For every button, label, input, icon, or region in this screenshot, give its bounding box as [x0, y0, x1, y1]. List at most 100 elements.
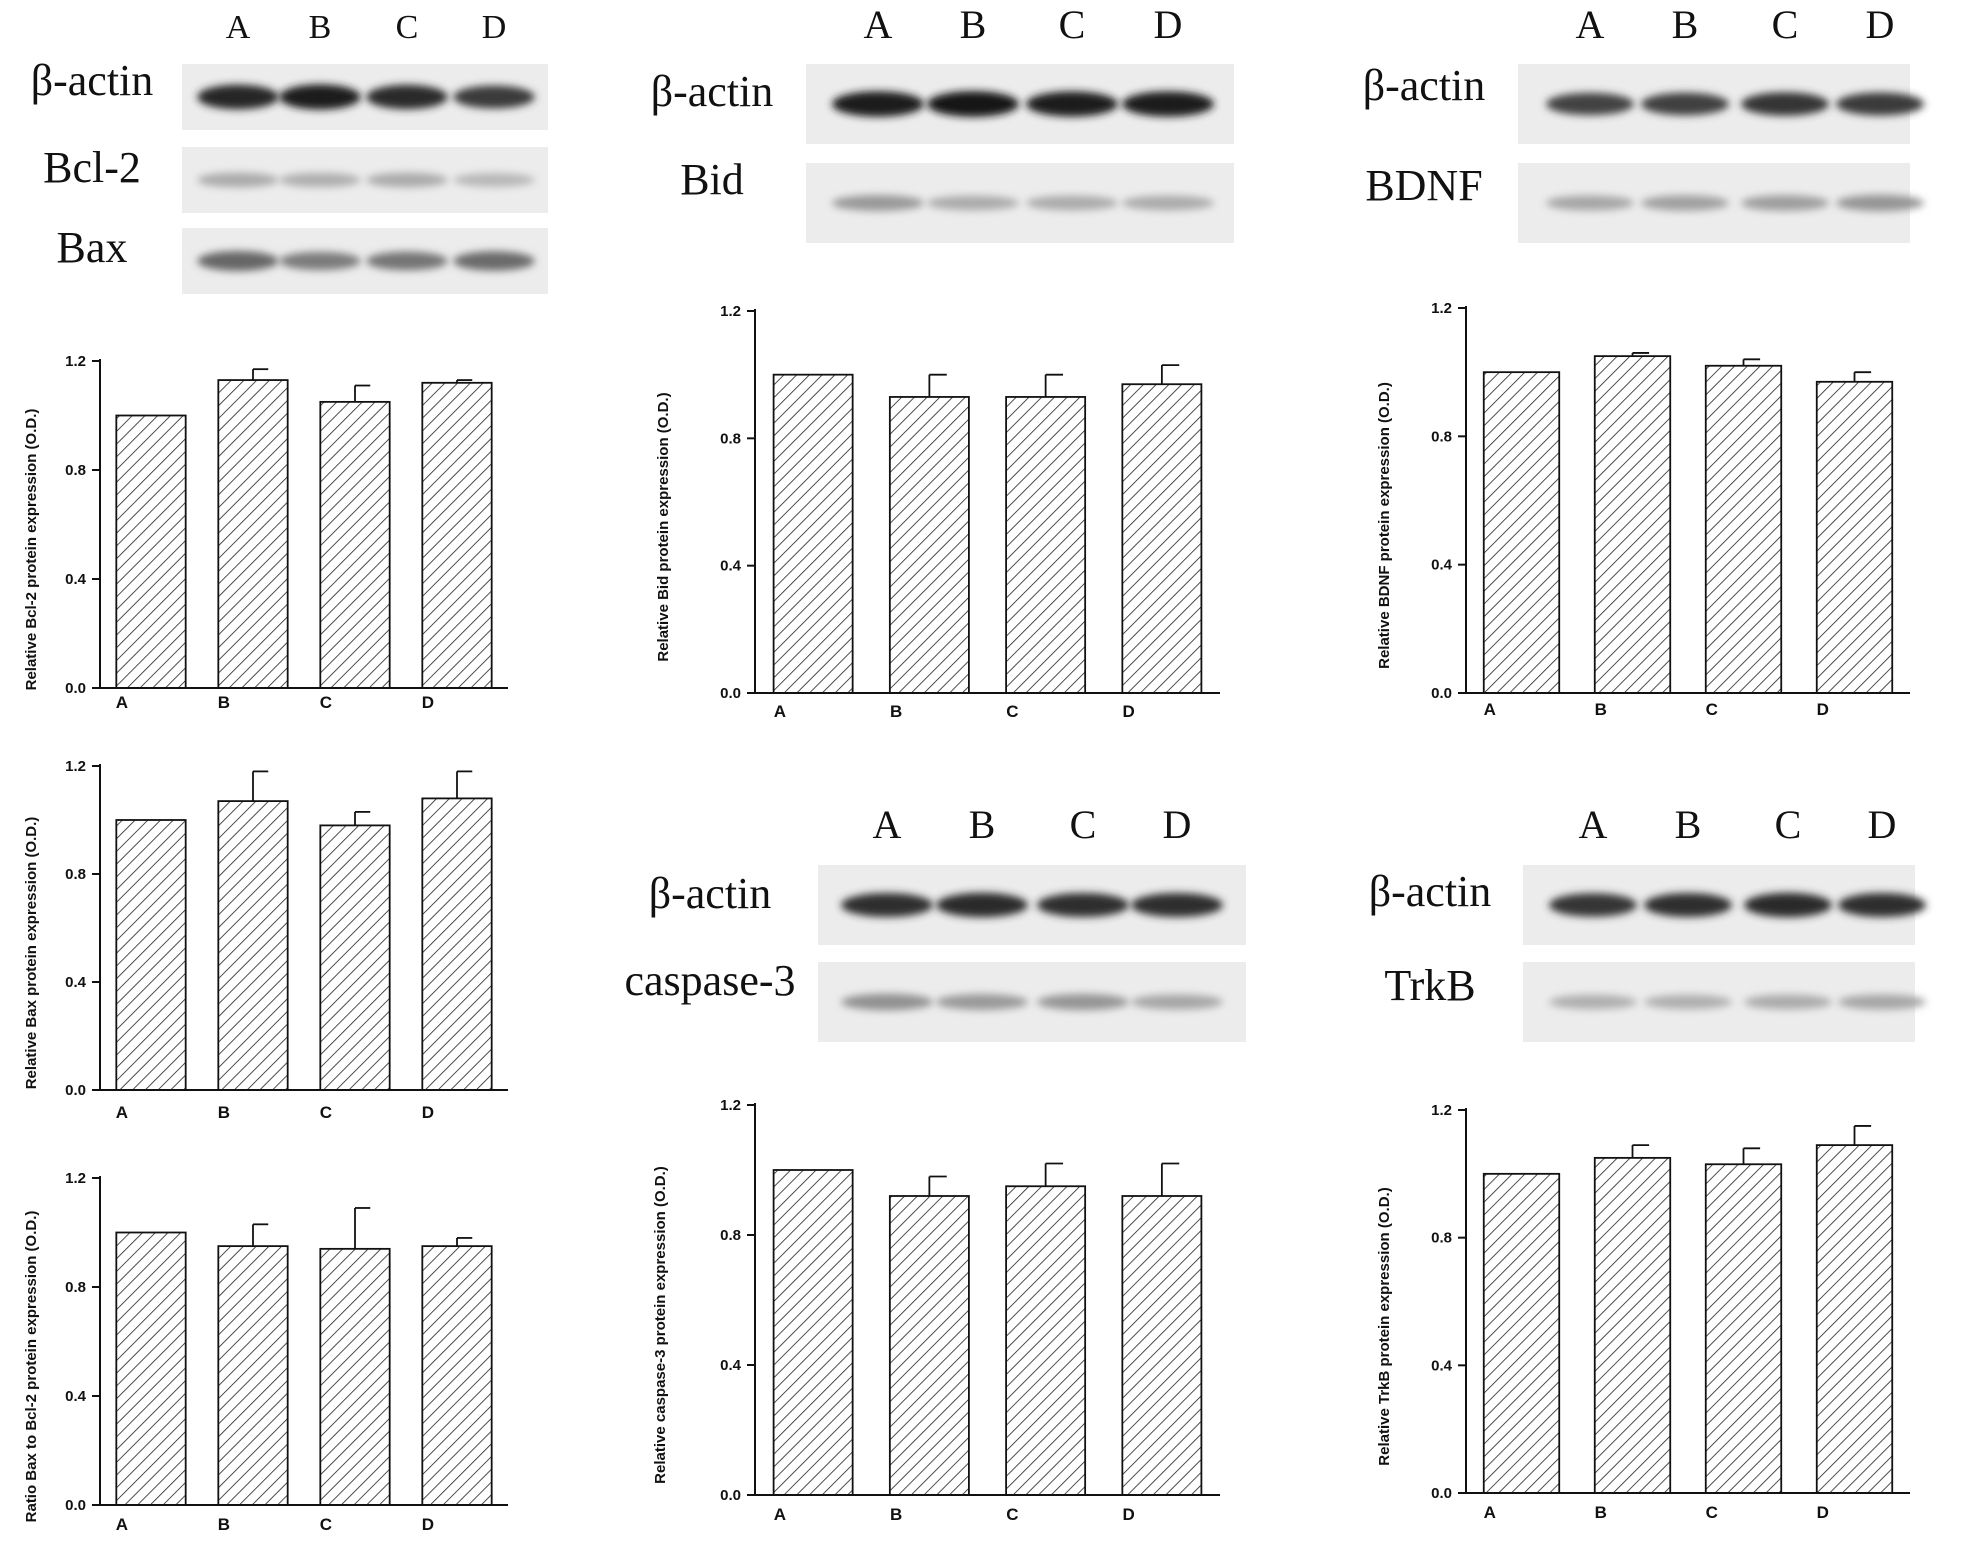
blot-lane-label: C: [1772, 2, 1799, 47]
y-tick-label: 0.4: [65, 571, 87, 588]
bar-B: [1593, 1156, 1672, 1494]
bar-A: [115, 819, 187, 1091]
blot-band: [279, 251, 361, 271]
y-tick-label: 0.4: [1431, 1357, 1453, 1374]
category-label: D: [1817, 700, 1829, 719]
blot-strip: [806, 163, 1234, 243]
protein-label: β-actin: [31, 56, 154, 105]
blot-band: [366, 251, 448, 271]
bar-B: [888, 396, 970, 694]
category-label: D: [422, 693, 434, 712]
bar-C: [319, 400, 391, 689]
category-label: A: [774, 702, 786, 721]
bar-C: [1005, 1185, 1087, 1496]
blot-lane-label: D: [1163, 802, 1192, 847]
protein-label: Bcl-2: [43, 143, 141, 192]
blot-lane-label: B: [1675, 802, 1702, 847]
y-tick-label: 0.4: [720, 558, 742, 575]
category-label: B: [890, 702, 902, 721]
chart-ratio: A B C D 0.0 0.4 0.8 1.2 Ratio Bax to Bcl-2 prote…: [23, 1170, 508, 1534]
blot-band: [1549, 994, 1637, 1010]
bar-C: [319, 824, 391, 1091]
y-axis-label: Relative caspase-3 protein expression (O…: [652, 1166, 669, 1484]
protein-label: β-actin: [1363, 61, 1486, 110]
blot-band: [366, 172, 448, 188]
category-label: A: [774, 1505, 786, 1524]
blot-band: [1026, 91, 1118, 117]
y-axis-label: Relative Bid protein expression (O.D.): [655, 392, 672, 661]
blot-band: [197, 251, 279, 271]
blot-strip: [818, 962, 1246, 1042]
blot-band: [366, 84, 448, 110]
protein-label: β-actin: [651, 67, 774, 116]
blot-band: [453, 173, 535, 187]
y-tick-label: 1.2: [65, 1170, 86, 1187]
blot-band: [279, 84, 361, 110]
blot-band: [197, 172, 279, 188]
bar-D: [421, 1245, 493, 1506]
blot-band: [1131, 994, 1223, 1010]
blot-band: [1641, 92, 1729, 116]
y-tick-label: 0.8: [720, 1227, 741, 1244]
category-label: D: [422, 1103, 434, 1122]
blot-band: [1026, 195, 1118, 211]
blot-band: [1741, 195, 1829, 211]
blot-lane-label: B: [309, 9, 332, 46]
blot-band: [936, 993, 1028, 1011]
blot-band: [1644, 994, 1732, 1010]
blot-band: [1131, 892, 1223, 918]
blot-band: [1641, 195, 1729, 211]
blot-strip: [1518, 64, 1924, 144]
bar-B: [888, 1195, 970, 1496]
category-label: A: [116, 1103, 128, 1122]
category-label: D: [1817, 1503, 1829, 1522]
blot-lane-label: B: [960, 2, 987, 47]
y-tick-label: 0.8: [1431, 1230, 1452, 1247]
blot-5: A B C Dβ-actin TrkB: [1369, 802, 1926, 1042]
blot-lane-label: A: [1576, 2, 1605, 47]
category-label: C: [320, 693, 332, 712]
category-label: B: [218, 1515, 230, 1534]
bar-D: [1121, 383, 1203, 694]
y-tick-label: 0.8: [1431, 428, 1452, 445]
blot-strip: [1518, 163, 1924, 243]
blot-lane-label: A: [873, 802, 902, 847]
y-axis-label: Relative TrkB protein expression (O.D.): [1376, 1187, 1393, 1465]
blot-strip: [1523, 962, 1926, 1042]
blot-4: A B C Dβ-actin caspase-3: [624, 802, 1246, 1042]
category-label: A: [1484, 1503, 1496, 1522]
protein-label: β-actin: [1369, 867, 1492, 916]
blot-strip: [182, 64, 548, 130]
category-label: C: [1706, 700, 1718, 719]
chart-trkb: A B C D 0.0 0.4 0.8 1.2 Relative TrkB protein ex…: [1376, 1102, 1910, 1522]
bar-C: [1005, 396, 1087, 694]
blot-3: A B C Dβ-actin BDNF: [1363, 2, 1924, 243]
bar-C: [319, 1247, 391, 1506]
blot-band: [1744, 994, 1832, 1010]
category-label: D: [422, 1515, 434, 1534]
blot-lane-label: C: [1070, 802, 1097, 847]
bar-D: [421, 797, 493, 1091]
category-label: D: [1123, 702, 1135, 721]
blot-strip: [1523, 865, 1926, 945]
protein-label: TrkB: [1384, 961, 1475, 1010]
bar-A: [772, 373, 854, 694]
blot-strip: [818, 865, 1246, 945]
blot-lane-label: B: [1672, 2, 1699, 47]
y-tick-label: 0.4: [720, 1357, 742, 1374]
bar-A: [115, 1231, 187, 1506]
blot-band: [1836, 194, 1924, 212]
bar-A: [1482, 371, 1561, 694]
category-label: B: [218, 693, 230, 712]
y-tick-label: 0.0: [720, 1487, 741, 1504]
y-tick-label: 1.2: [65, 353, 86, 370]
protein-label: Bax: [57, 223, 128, 272]
blot-lane-label: B: [969, 802, 996, 847]
bar-A: [772, 1169, 854, 1496]
category-label: A: [116, 1515, 128, 1534]
blot-band: [841, 993, 933, 1011]
bar-D: [1815, 380, 1894, 694]
bar-B: [217, 379, 289, 689]
blot-band: [832, 194, 924, 212]
